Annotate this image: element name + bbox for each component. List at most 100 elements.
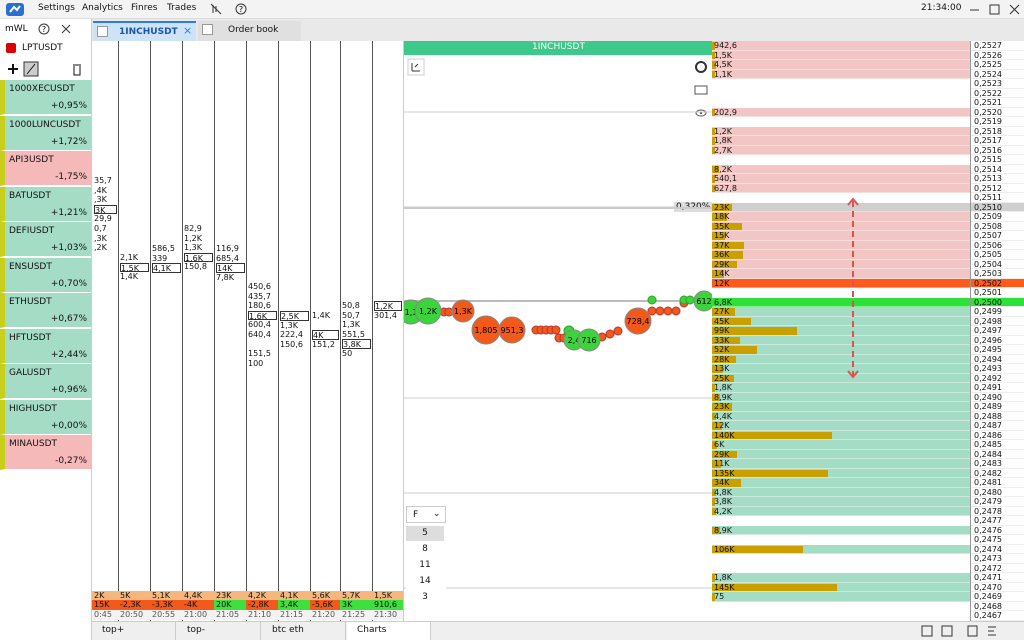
volume-label: 4,5K (714, 60, 732, 69)
bottom-tab[interactable]: top- (177, 622, 261, 640)
book-row (712, 554, 970, 564)
symbol-name: HFTUSDT (9, 332, 52, 343)
price-label: 0,2523 (971, 79, 1024, 89)
volume-total: 5,7K (340, 591, 372, 600)
bubble-label: 2,4 (568, 336, 581, 345)
menu-item[interactable]: Trades (167, 3, 197, 13)
period-select[interactable]: F ⌄ (406, 506, 446, 523)
selected-period: F (413, 510, 419, 520)
watchlist-item[interactable]: ETHUSDT +0,67% (0, 293, 91, 328)
book-row (712, 193, 970, 203)
period-option[interactable]: 11 (419, 560, 431, 570)
book-row (712, 278, 970, 288)
cluster-cell: 3K (94, 204, 117, 215)
volume-label: 106K (714, 544, 735, 554)
book-row (712, 430, 970, 440)
price-label: 0,2520 (971, 107, 1024, 117)
volume-delta: 15K (92, 600, 118, 610)
volume-label: 3,8K (714, 497, 732, 506)
cluster-cell: 1,3K (342, 320, 360, 330)
watchlist-toolbar[interactable] (4, 61, 92, 77)
trade-bubble (577, 328, 601, 352)
cluster-cell: 150,8 (184, 262, 207, 272)
tab[interactable]: Order book (198, 21, 301, 41)
period-option[interactable]: 3 (422, 592, 428, 602)
book-row (712, 88, 970, 98)
volume-bar (712, 441, 718, 449)
volume-label: 34K (714, 478, 730, 487)
price-label: 0,2515 (971, 155, 1024, 165)
period-option[interactable]: 5 (406, 526, 444, 541)
help-icon[interactable]: ? (38, 23, 50, 35)
volume-bar (712, 222, 743, 230)
bottom-tab-label: top+ (102, 625, 125, 635)
tab-label: 1INCHUSDT (119, 27, 178, 37)
mute-icon[interactable] (210, 3, 222, 15)
period-menu[interactable]: F ⌄ 5 8 11 14 3 (406, 506, 446, 606)
cluster-cell: 151,5 (248, 349, 271, 359)
book-row (712, 202, 970, 212)
watchlist-item[interactable]: BATUSDT +1,21% (0, 186, 91, 222)
volume-bar (712, 583, 837, 591)
cluster-cell: 180,6 (248, 301, 271, 311)
volume-delta: -3,3K (150, 600, 182, 610)
tab-icon (202, 24, 213, 35)
price-label: 0,2494 (971, 354, 1024, 364)
volume-bar (712, 593, 715, 601)
watchlist-item[interactable]: GALUSDT +0,96% (0, 364, 91, 399)
watchlist-item[interactable]: HIGHUSDT +0,00% (0, 399, 91, 435)
book-row (712, 392, 970, 402)
volume-label: 11K (714, 459, 730, 468)
column-divider (246, 41, 247, 621)
watchlist-item[interactable]: HFTUSDT +2,44% (0, 328, 91, 364)
watchlist-item[interactable]: DEFIUSDT +1,03% (0, 222, 91, 257)
bottom-tab[interactable]: Charts (347, 622, 431, 640)
book-row (712, 478, 970, 488)
volume-bar (712, 365, 724, 373)
price-label: 0,2478 (971, 506, 1024, 516)
period-option[interactable]: 8 (422, 544, 428, 554)
volume-label: 1,8K (714, 383, 732, 392)
period-option[interactable]: 14 (419, 576, 431, 586)
menu-item[interactable]: Finres (131, 3, 158, 13)
volume-bar (712, 498, 716, 506)
window-controls[interactable] (968, 3, 1024, 16)
book-row (712, 155, 970, 165)
menu-item[interactable]: Settings (38, 3, 75, 13)
bubble-label: 1,1 (405, 308, 418, 317)
watchlist-item[interactable]: 1000XECUSDT +0,95% (0, 80, 91, 115)
help-icon[interactable]: ? (235, 3, 247, 15)
menu-item[interactable]: Analytics (82, 3, 123, 13)
watchlist-item[interactable]: API3USDT -1,75% (0, 151, 91, 186)
bottom-icons[interactable] (920, 625, 1020, 638)
close-icon[interactable] (60, 23, 72, 35)
volume-total: 4,2K (246, 591, 278, 600)
time-label: 21:10 (246, 610, 278, 620)
volume-bar (712, 213, 728, 221)
watchlist-item[interactable]: MINAUSDT -0,27% (0, 435, 91, 470)
volume-bar (712, 545, 804, 553)
volume-label: 28K (714, 354, 730, 364)
price-label: 0,2486 (971, 430, 1024, 440)
volume-label: 29K (714, 449, 730, 459)
bottom-tab[interactable]: top+ (92, 622, 176, 640)
book-row (712, 240, 970, 250)
cluster-cell: 685,4 (216, 253, 239, 263)
symbol-name: ETHUSDT (9, 297, 52, 307)
watchlist-item[interactable]: ENSUSDT +0,70% (0, 257, 91, 293)
volume-label: 45K (714, 316, 730, 326)
book-row (712, 79, 970, 89)
cluster-cell: 435,7 (248, 291, 271, 301)
book-row (712, 411, 970, 421)
price-label: 0,2490 (971, 392, 1024, 402)
price-label: 0,2514 (971, 164, 1024, 174)
watchlist-item[interactable]: 1000LUNCUSDT +1,72% (0, 115, 91, 151)
price-label: 0,2487 (971, 421, 1024, 431)
logo (6, 3, 24, 16)
bottom-tab[interactable]: btc eth (262, 622, 346, 640)
book-row (712, 468, 970, 478)
price-label: 0,2479 (971, 497, 1024, 507)
tab[interactable]: 1INCHUSDT × (93, 21, 196, 41)
volume-bar (712, 327, 798, 335)
cluster-cell: ,2K (94, 243, 107, 253)
